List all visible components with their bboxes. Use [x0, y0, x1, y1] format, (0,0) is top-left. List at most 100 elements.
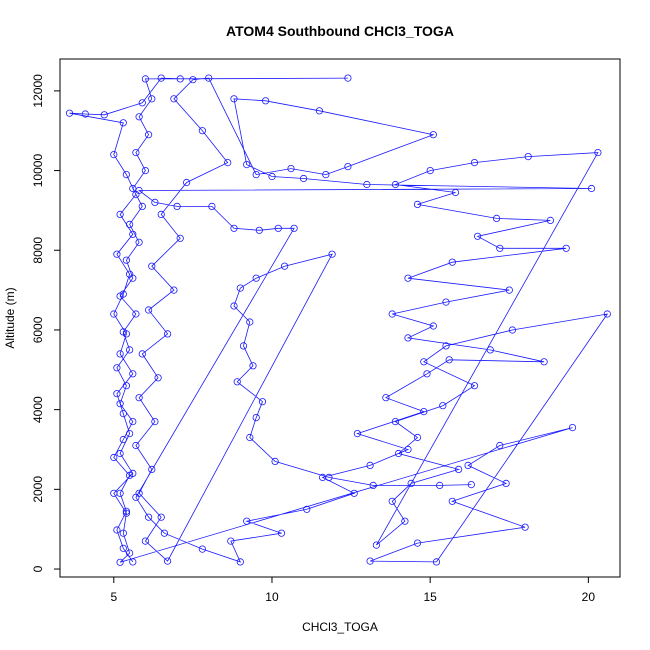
data-point: [122, 330, 131, 338]
data-point: [183, 178, 191, 187]
series-line: [69, 77, 609, 563]
data-point: [141, 537, 149, 545]
data-point: [391, 417, 399, 426]
data-point: [122, 171, 131, 179]
data-point: [350, 489, 358, 497]
data-point: [173, 202, 181, 210]
data-point: [164, 330, 172, 338]
data-point: [328, 250, 336, 258]
data-point: [496, 244, 504, 252]
data-point: [496, 441, 504, 450]
data-point: [132, 441, 140, 450]
data-point: [164, 557, 172, 565]
data-point: [116, 400, 124, 408]
data-point: [287, 165, 295, 173]
data-point: [116, 350, 124, 358]
x-tick-label: 15: [423, 590, 437, 604]
data-point: [110, 310, 118, 318]
data-point: [81, 110, 89, 118]
data-point: [407, 479, 415, 487]
data-point: [274, 224, 282, 232]
data-point: [258, 398, 267, 406]
data-point: [110, 151, 118, 159]
data-point: [239, 342, 248, 350]
x-tick-label: 10: [265, 590, 279, 604]
data-point: [344, 163, 352, 171]
x-tick-label: 20: [582, 590, 596, 604]
data-point: [505, 286, 513, 294]
data-point: [448, 258, 456, 266]
data-point: [587, 184, 596, 193]
data-point: [116, 210, 124, 218]
data-point: [363, 180, 371, 189]
data-point: [122, 507, 131, 515]
x-tick-label: 5: [110, 590, 117, 604]
data-point: [277, 529, 286, 537]
data-point: [486, 346, 494, 354]
data-point: [145, 513, 153, 521]
data-point: [157, 74, 165, 82]
data-point: [135, 238, 143, 246]
data-point: [157, 513, 165, 521]
data-point: [413, 200, 422, 208]
data-point: [122, 382, 131, 390]
data-point: [141, 75, 149, 83]
data-point: [119, 544, 127, 552]
data-point: [502, 479, 510, 487]
data-point: [151, 198, 159, 206]
data-point: [369, 481, 377, 489]
data-point: [280, 262, 289, 270]
data-point: [404, 274, 412, 282]
data-point: [404, 445, 412, 454]
data-point: [160, 529, 168, 537]
data-point: [470, 382, 479, 390]
data-point: [467, 480, 475, 489]
data-point: [126, 220, 134, 228]
data-point: [227, 537, 235, 545]
data-point: [372, 541, 380, 549]
data-point: [470, 159, 479, 167]
data-point: [442, 298, 450, 306]
data-point: [126, 346, 134, 354]
data-point: [603, 310, 611, 318]
data-point: [594, 149, 602, 157]
data-point: [119, 529, 127, 537]
y-tick-label: 2000: [31, 476, 45, 503]
y-tick-label: 10000: [31, 154, 45, 188]
data-point: [126, 429, 134, 438]
data-point: [170, 286, 178, 294]
data-point: [116, 558, 124, 566]
data-point: [268, 172, 276, 181]
data-point: [322, 171, 330, 179]
data-point: [255, 226, 263, 234]
data-point: [299, 174, 308, 183]
data-point: [451, 188, 460, 197]
data-point: [110, 453, 118, 462]
series-lines: [69, 77, 609, 563]
data-point: [135, 489, 143, 497]
data-point: [429, 322, 437, 330]
data-point: [119, 435, 127, 444]
data-point: [243, 517, 251, 525]
data-point: [271, 457, 279, 465]
data-point: [473, 232, 482, 240]
data-point: [198, 545, 206, 553]
data-point: [132, 149, 140, 157]
data-point: [151, 417, 159, 426]
data-point: [521, 523, 529, 531]
data-point: [148, 95, 156, 103]
data-point: [388, 497, 396, 505]
plot-frame: [59, 58, 621, 578]
data-point: [129, 184, 137, 193]
data-point: [404, 334, 412, 342]
data-point: [420, 407, 428, 416]
data-point: [413, 539, 422, 547]
data-point: [176, 75, 184, 83]
data-point: [243, 161, 251, 169]
data-point: [442, 342, 450, 350]
data-point: [122, 256, 131, 264]
x-axis-label: CHCl3_TOGA: [302, 620, 378, 634]
y-tick-label: 12000: [31, 74, 45, 108]
data-point: [261, 97, 270, 105]
data-point: [129, 558, 137, 566]
